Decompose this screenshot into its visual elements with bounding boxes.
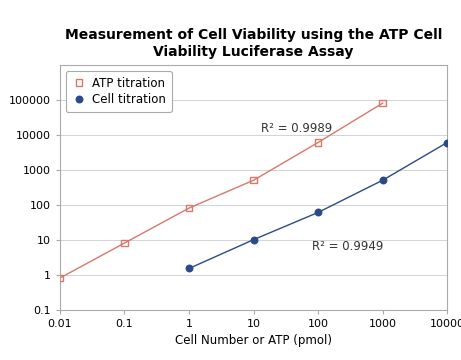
Cell titration [379, 177, 386, 183]
ATP titration [379, 100, 386, 106]
Cell titration [185, 266, 193, 271]
Cell titration [314, 210, 322, 215]
X-axis label: Cell Number or ATP (pmol): Cell Number or ATP (pmol) [175, 334, 332, 347]
Legend: ATP titration, Cell titration: ATP titration, Cell titration [66, 71, 171, 112]
ATP titration [56, 275, 64, 281]
ATP titration [250, 177, 257, 183]
ATP titration [314, 140, 322, 145]
Cell titration [250, 237, 257, 243]
ATP titration [185, 205, 193, 211]
ATP titration [121, 240, 128, 246]
Cell titration [443, 140, 451, 145]
Title: Measurement of Cell Viability using the ATP Cell
Viability Luciferase Assay: Measurement of Cell Viability using the … [65, 28, 442, 59]
Y-axis label: RLU: RLU [0, 176, 3, 198]
Text: R² = 0.9989: R² = 0.9989 [261, 122, 332, 135]
Text: R² = 0.9949: R² = 0.9949 [312, 240, 383, 253]
